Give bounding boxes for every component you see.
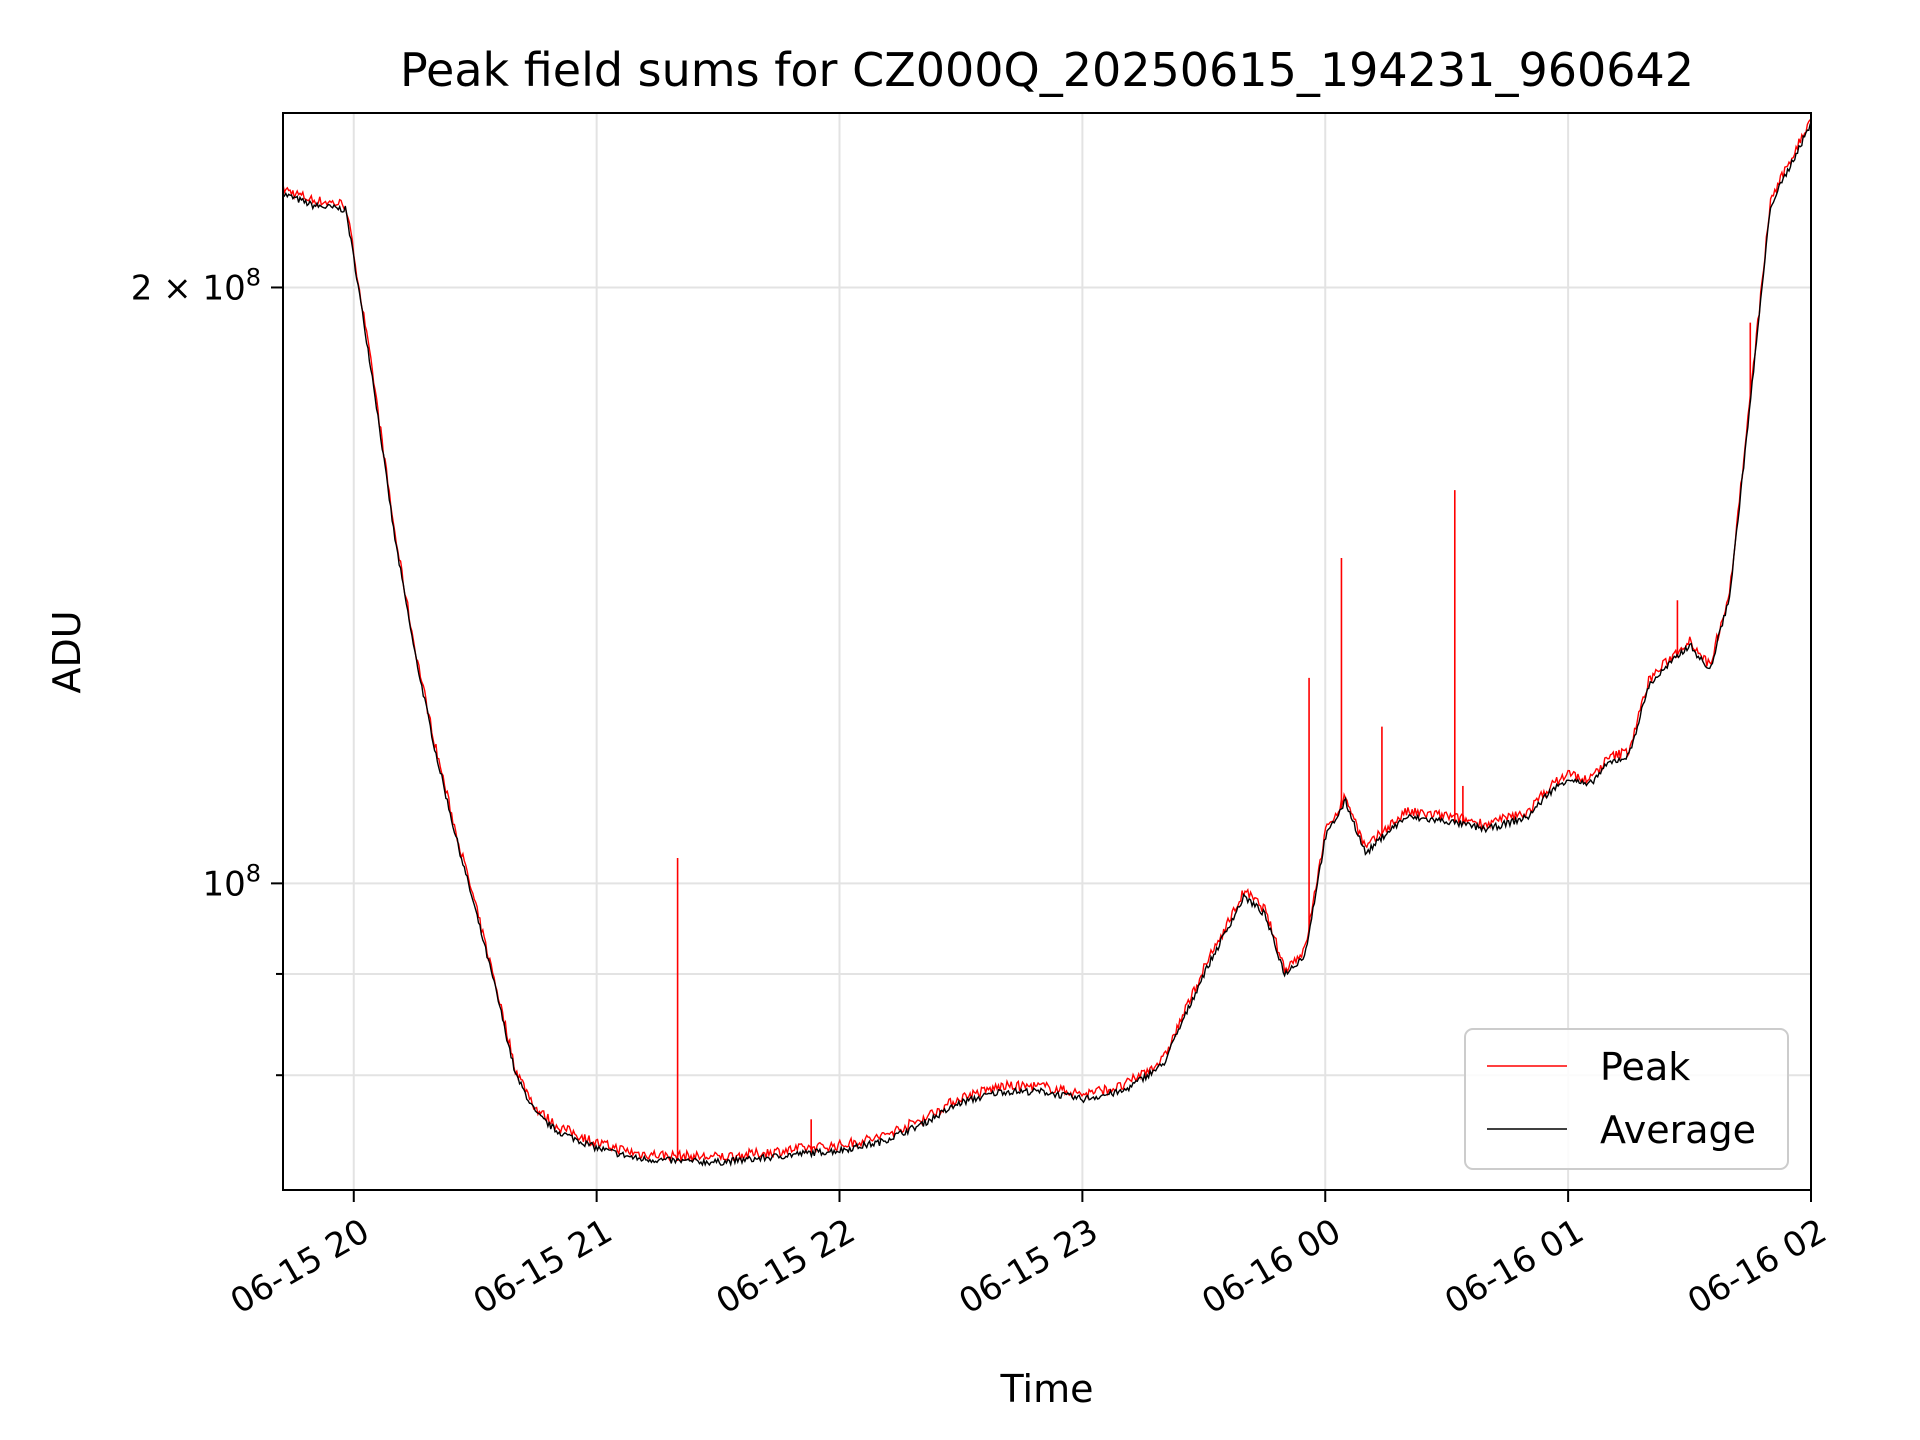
legend-label-peak: Peak xyxy=(1600,1045,1690,1089)
legend-box xyxy=(1464,1028,1789,1170)
y-tick-label: 2 × 108 xyxy=(131,263,261,308)
series-line-peak xyxy=(282,119,1811,1162)
series-layer xyxy=(282,119,1811,1167)
chart-title: Peak field sums for CZ000Q_20250615_1942… xyxy=(400,43,1694,97)
legend: Peak Average xyxy=(1464,1028,1789,1170)
series-line-average xyxy=(282,123,1811,1167)
x-axis-title: Time xyxy=(1000,1367,1094,1411)
y-tick-label: 108 xyxy=(202,859,261,904)
y-axis-title: ADU xyxy=(45,610,89,693)
plot-frame xyxy=(282,112,1812,1191)
legend-label-average: Average xyxy=(1600,1108,1756,1152)
y-axis: 108 2 × 108 xyxy=(131,263,283,1077)
